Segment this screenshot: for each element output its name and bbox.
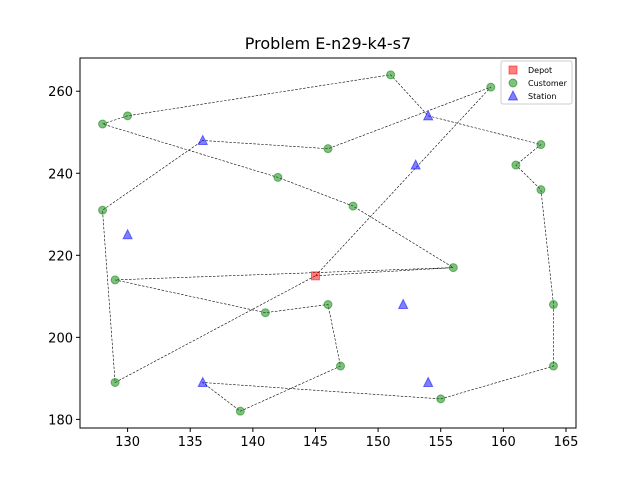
x-tick-label: 165 bbox=[554, 435, 579, 450]
y-tick-label: 180 bbox=[48, 413, 73, 428]
route-line-2 bbox=[102, 86, 492, 383]
station-point-3 bbox=[410, 158, 421, 170]
customer-point-5 bbox=[273, 172, 283, 182]
customer-point-4 bbox=[323, 144, 333, 154]
station-point-4 bbox=[122, 228, 133, 240]
customer-point-9 bbox=[110, 275, 120, 285]
station-point-5 bbox=[397, 298, 409, 310]
station-point-1 bbox=[422, 109, 434, 121]
depot-point-1 bbox=[310, 271, 320, 281]
customer-point-19 bbox=[548, 300, 558, 310]
routes-layer bbox=[101, 74, 554, 412]
legend-label-customer: Customer bbox=[528, 79, 568, 88]
customer-point-20 bbox=[548, 361, 558, 371]
points-layer bbox=[98, 70, 558, 416]
customer-point-16 bbox=[536, 140, 546, 150]
x-tick-label: 140 bbox=[240, 435, 265, 450]
customer-point-13 bbox=[235, 406, 245, 416]
customer-point-8 bbox=[448, 263, 458, 273]
customer-point-1 bbox=[386, 70, 396, 80]
x-tick-label: 145 bbox=[303, 435, 328, 450]
y-tick-label: 260 bbox=[48, 85, 73, 100]
plot-frame bbox=[79, 57, 577, 429]
route-line-1 bbox=[101, 74, 554, 412]
y-axis: 180 200 220 240 260 bbox=[48, 85, 80, 428]
customer-point-21 bbox=[436, 394, 446, 404]
station-point-6 bbox=[197, 376, 209, 387]
legend-box bbox=[500, 60, 573, 105]
y-tick-label: 220 bbox=[48, 249, 73, 264]
customer-point-2 bbox=[123, 111, 133, 121]
customer-point-7 bbox=[98, 205, 108, 215]
customer-point-17 bbox=[511, 160, 521, 170]
customer-point-6 bbox=[348, 201, 358, 211]
legend: Depot Customer Station bbox=[500, 60, 573, 105]
legend-label-depot: Depot bbox=[528, 66, 552, 75]
customer-point-11 bbox=[323, 300, 333, 310]
station-point-7 bbox=[422, 376, 434, 387]
legend-marker-station bbox=[507, 89, 519, 101]
x-tick-label: 150 bbox=[366, 435, 391, 450]
legend-marker-depot bbox=[508, 65, 518, 75]
y-tick-label: 240 bbox=[48, 167, 73, 182]
x-tick-label: 135 bbox=[178, 435, 203, 450]
customer-point-10 bbox=[260, 308, 270, 318]
customer-point-12 bbox=[336, 361, 346, 371]
station-point-2 bbox=[197, 134, 209, 145]
customer-point-15 bbox=[486, 82, 496, 92]
customer-point-14 bbox=[110, 377, 120, 387]
x-axis: 130 135 140 145 150 155 160 165 bbox=[115, 428, 578, 450]
y-tick-label: 200 bbox=[48, 331, 73, 346]
x-tick-label: 160 bbox=[491, 435, 516, 450]
customer-point-3 bbox=[98, 119, 108, 129]
legend-marker-customer bbox=[508, 78, 518, 88]
chart-title: Problem E-n29-k4-s7 bbox=[245, 34, 411, 53]
legend-label-station: Station bbox=[528, 92, 556, 101]
x-tick-label: 130 bbox=[115, 435, 140, 450]
x-tick-label: 155 bbox=[428, 435, 453, 450]
customer-point-18 bbox=[536, 185, 546, 195]
